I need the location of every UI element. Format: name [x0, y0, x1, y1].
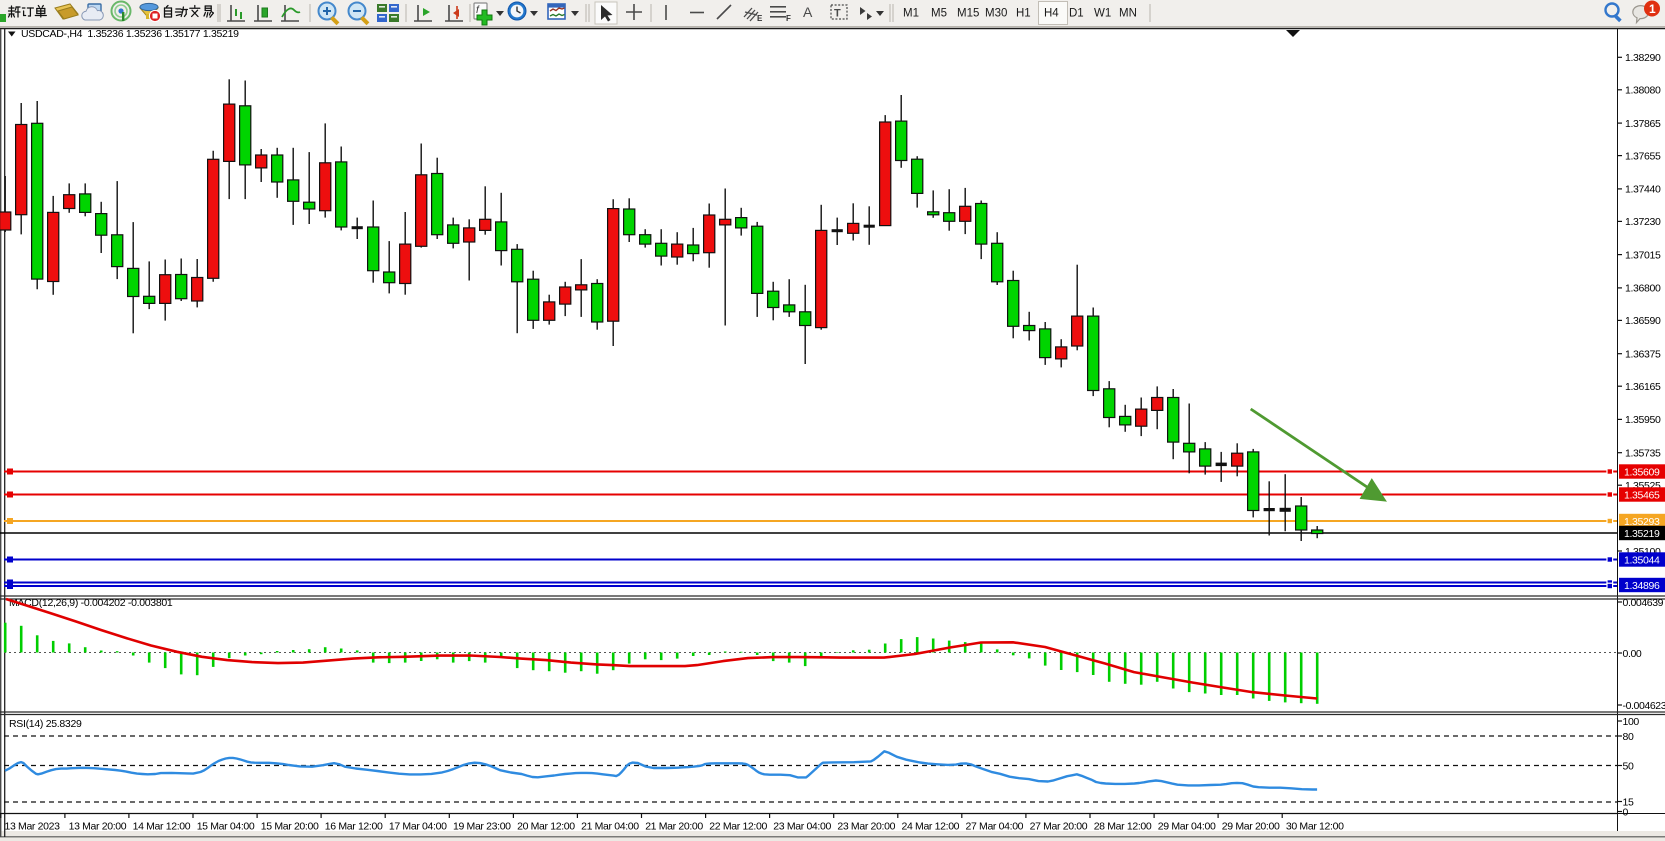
- svg-text:1.38290: 1.38290: [1625, 52, 1661, 64]
- svg-text:H1: H1: [1016, 8, 1031, 20]
- svg-text:M1: M1: [903, 8, 919, 20]
- svg-text:1.36375: 1.36375: [1625, 349, 1661, 361]
- svg-text:21 Mar 20:00: 21 Mar 20:00: [645, 821, 703, 833]
- svg-text:50: 50: [1623, 760, 1634, 772]
- svg-text:0: 0: [1623, 806, 1629, 818]
- svg-text:14 Mar 12:00: 14 Mar 12:00: [133, 821, 191, 833]
- svg-text:0.004639: 0.004639: [1623, 597, 1664, 609]
- svg-text:1.37440: 1.37440: [1625, 184, 1661, 196]
- svg-text:1.34896: 1.34896: [1624, 580, 1660, 592]
- svg-text:19 Mar 23:00: 19 Mar 23:00: [453, 821, 511, 833]
- svg-text:29 Mar 20:00: 29 Mar 20:00: [1222, 821, 1280, 833]
- svg-text:F: F: [786, 14, 791, 23]
- svg-text:1.37015: 1.37015: [1625, 249, 1661, 261]
- svg-text:27 Mar 20:00: 27 Mar 20:00: [1030, 821, 1088, 833]
- svg-text:1: 1: [1649, 2, 1656, 16]
- svg-text:1.36800: 1.36800: [1625, 283, 1661, 295]
- svg-text:M5: M5: [931, 8, 947, 20]
- svg-text:1.37230: 1.37230: [1625, 216, 1661, 228]
- svg-text:D1: D1: [1069, 8, 1084, 20]
- svg-text:15 Mar 04:00: 15 Mar 04:00: [197, 821, 255, 833]
- svg-text:T: T: [834, 8, 841, 20]
- svg-text:30 Mar 12:00: 30 Mar 12:00: [1286, 821, 1344, 833]
- svg-text:E: E: [757, 14, 763, 23]
- svg-text:-0.004623: -0.004623: [1623, 700, 1665, 712]
- svg-text:M15: M15: [957, 8, 979, 20]
- svg-text:1.35609: 1.35609: [1624, 467, 1660, 479]
- svg-text:80: 80: [1623, 731, 1634, 743]
- svg-text:28 Mar 12:00: 28 Mar 12:00: [1094, 821, 1152, 833]
- svg-text:1.35044: 1.35044: [1624, 555, 1660, 567]
- svg-text:1.35465: 1.35465: [1624, 490, 1660, 502]
- svg-text:27 Mar 04:00: 27 Mar 04:00: [966, 821, 1024, 833]
- svg-text:0.00: 0.00: [1623, 648, 1642, 660]
- svg-text:23 Mar 20:00: 23 Mar 20:00: [837, 821, 895, 833]
- svg-text:1.38080: 1.38080: [1625, 85, 1661, 97]
- svg-text:1.36590: 1.36590: [1625, 315, 1661, 327]
- svg-text:1.35219: 1.35219: [1624, 528, 1660, 540]
- svg-text:15 Mar 20:00: 15 Mar 20:00: [261, 821, 319, 833]
- svg-text:MACD(12,26,9) -0.004202 -0.003: MACD(12,26,9) -0.004202 -0.003801: [9, 597, 173, 609]
- svg-text:1.35735: 1.35735: [1625, 448, 1661, 460]
- svg-text:1.37655: 1.37655: [1625, 150, 1661, 162]
- svg-text:15: 15: [1623, 796, 1634, 808]
- svg-text:f: f: [476, 5, 480, 16]
- svg-text:29 Mar 04:00: 29 Mar 04:00: [1158, 821, 1216, 833]
- svg-text:1.37865: 1.37865: [1625, 118, 1661, 130]
- svg-text:1.35293: 1.35293: [1624, 516, 1660, 528]
- svg-text:16 Mar 12:00: 16 Mar 12:00: [325, 821, 383, 833]
- svg-text:A: A: [803, 4, 813, 20]
- svg-text:H4: H4: [1044, 8, 1059, 20]
- svg-text:USDCAD-,H4 1.35236 1.35236 1.: USDCAD-,H4 1.35236 1.35236 1.35177 1.352…: [21, 28, 239, 40]
- svg-text:W1: W1: [1094, 8, 1111, 20]
- svg-text:22 Mar 12:00: 22 Mar 12:00: [709, 821, 767, 833]
- svg-text:100: 100: [1623, 716, 1640, 728]
- svg-text:RSI(14) 25.8329: RSI(14) 25.8329: [9, 718, 82, 730]
- svg-text:1.35950: 1.35950: [1625, 414, 1661, 426]
- svg-text:21 Mar 04:00: 21 Mar 04:00: [581, 821, 639, 833]
- svg-text:MN: MN: [1119, 8, 1137, 20]
- svg-text:20 Mar 12:00: 20 Mar 12:00: [517, 821, 575, 833]
- svg-text:17 Mar 04:00: 17 Mar 04:00: [389, 821, 447, 833]
- svg-text:24 Mar 12:00: 24 Mar 12:00: [902, 821, 960, 833]
- svg-text:13 Mar 2023: 13 Mar 2023: [5, 821, 61, 833]
- svg-text:M30: M30: [985, 8, 1007, 20]
- svg-text:1.36165: 1.36165: [1625, 381, 1661, 393]
- svg-text:23 Mar 04:00: 23 Mar 04:00: [773, 821, 831, 833]
- svg-text:13 Mar 20:00: 13 Mar 20:00: [69, 821, 127, 833]
